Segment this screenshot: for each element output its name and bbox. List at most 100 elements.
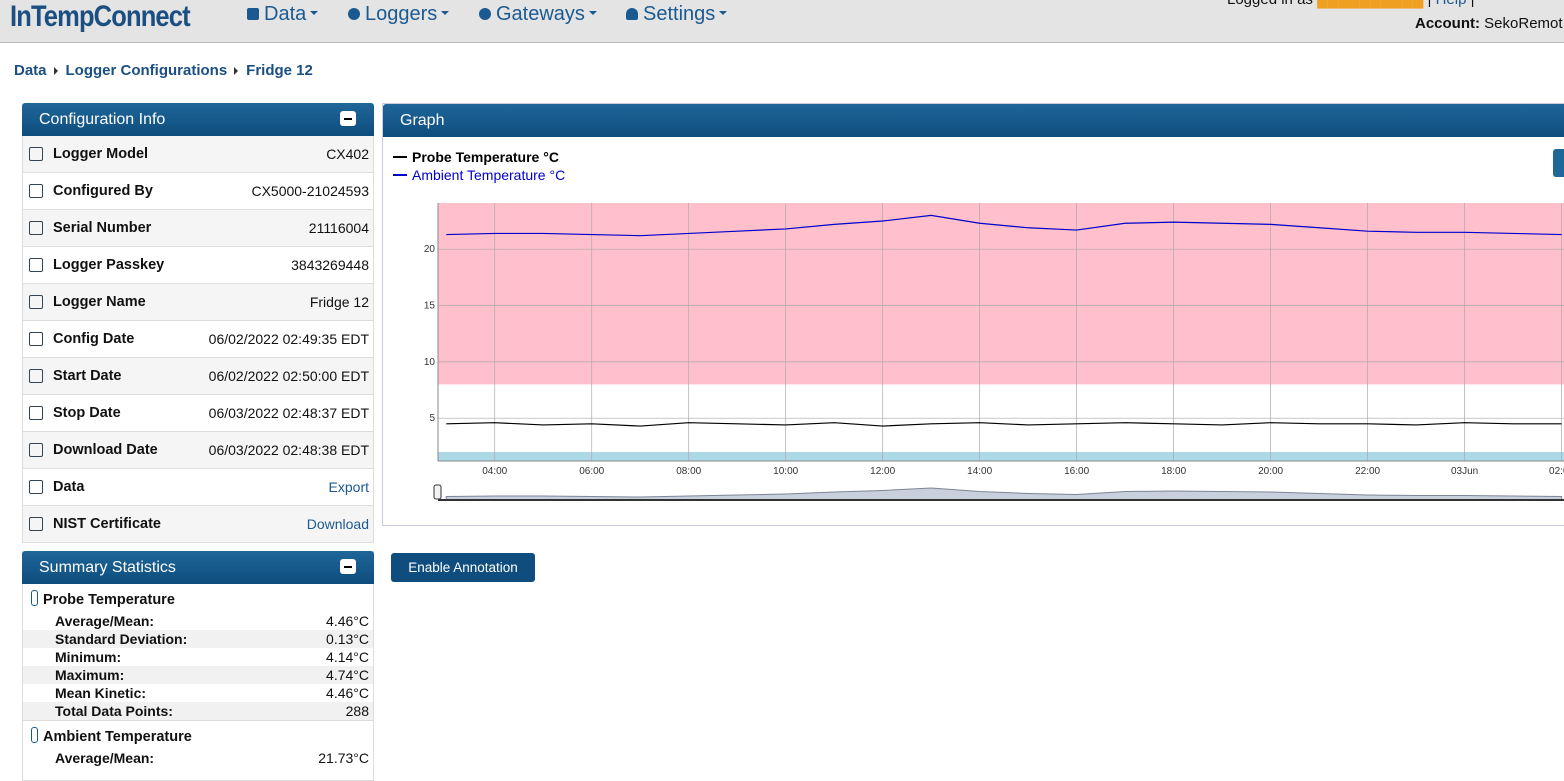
config-value: CX402 (326, 146, 369, 162)
panel-title: Graph (400, 112, 445, 129)
graph-panel: Graph (382, 103, 1564, 526)
stat-row: Standard Deviation: 0.13°C (23, 630, 373, 648)
nav-item[interactable]: Settings (626, 3, 728, 26)
x-tick-label: 02:00 (1549, 466, 1564, 477)
x-tick-label: 14:00 (967, 466, 992, 477)
config-label-wrap: Configured By (29, 183, 153, 199)
config-icon (29, 332, 43, 346)
nav-label: Settings (643, 3, 716, 25)
config-row: Logger Name Fridge 12 (22, 284, 374, 321)
config-value: 3843269448 (291, 257, 369, 273)
y-tick-label: 10 (424, 357, 436, 368)
y-tick-label: 20 (424, 244, 436, 255)
stat-label: Total Data Points: (55, 703, 173, 719)
stat-list: Average/Mean: 4.46°C Standard Deviation: 0.… (23, 612, 373, 720)
help-link[interactable]: Help (1436, 0, 1467, 8)
login-label: Logged in as (1227, 0, 1313, 8)
stat-value: 4.14°C (326, 649, 369, 665)
config-row: Start Date 06/02/2022 02:50:00 EDT (22, 358, 374, 395)
config-row: Data Export (22, 469, 374, 506)
config-rows: Logger Model CX402 Configured By CX5000-210… (22, 136, 374, 543)
x-tick-label: 20:00 (1258, 466, 1283, 477)
stat-row: Minimum: 4.14°C (23, 648, 373, 666)
config-label: Serial Number (53, 220, 152, 236)
nav-item[interactable]: Data (247, 3, 319, 26)
navigator-series (445, 487, 1563, 501)
stat-value: 4.46°C (326, 613, 369, 629)
x-tick-label: 06:00 (579, 466, 604, 477)
collapse-button[interactable] (340, 111, 356, 126)
navigator-handle[interactable] (433, 484, 442, 500)
x-tick-label: 08:00 (676, 466, 701, 477)
nav-label: Gateways (496, 3, 585, 25)
config-label: Configured By (53, 183, 153, 199)
panel-header: Summary Statistics (22, 551, 374, 584)
series-line (446, 422, 1562, 427)
config-row: Config Date 06/02/2022 02:49:35 EDT (22, 321, 374, 358)
stat-value: 4.46°C (326, 685, 369, 701)
config-label: Download Date (53, 442, 158, 458)
config-row: Stop Date 06/03/2022 02:48:37 EDT (22, 395, 374, 432)
nav-item[interactable]: Loggers (348, 3, 450, 26)
x-tick-label: 10:00 (773, 466, 798, 477)
stat-list: Average/Mean: 21.73°C (23, 749, 373, 767)
top-bar: InTempConnect Data Loggers Gateways Sett… (0, 0, 1564, 43)
crumb[interactable]: Fridge 12 (246, 62, 313, 79)
panel-title: Configuration Info (39, 111, 166, 128)
stat-label: Average/Mean: (55, 750, 155, 766)
stat-group-name: Probe Temperature (23, 584, 373, 612)
config-row: Logger Model CX402 (22, 136, 374, 173)
x-tick-label: 12:00 (870, 466, 895, 477)
config-panel: Configuration Info Logger Model CX402 Conf… (22, 103, 374, 543)
config-value: 21116004 (308, 220, 369, 236)
config-label-wrap: Stop Date (29, 405, 121, 421)
config-row: Serial Number 21116004 (22, 210, 374, 247)
stat-value: 288 (345, 703, 369, 719)
nav-item[interactable]: Gateways (479, 3, 597, 26)
nav-label: Loggers (365, 3, 438, 25)
legend-label: Probe Temperature °C (412, 149, 559, 165)
stat-value: 4.74°C (326, 667, 369, 683)
stat-value: 21.73°C (318, 750, 369, 766)
crumb[interactable]: Data (14, 62, 47, 79)
config-value[interactable]: Export (328, 479, 369, 495)
config-label: Stop Date (53, 405, 121, 421)
stat-row: Maximum: 4.74°C (23, 666, 373, 684)
enable-annotation-button[interactable]: Enable Annotation (391, 553, 535, 582)
stat-value: 0.13°C (326, 631, 369, 647)
crumb[interactable]: Logger Configurations (65, 62, 228, 79)
breadcrumb: Data Logger Configurations Fridge 12 (14, 62, 313, 79)
alarm-band (438, 203, 1564, 385)
panel-header: Graph (383, 104, 1564, 137)
config-value[interactable]: Download (306, 516, 369, 532)
config-label: Config Date (53, 331, 135, 347)
stat-label: Minimum: (55, 649, 122, 665)
config-value: 06/02/2022 02:50:00 EDT (208, 368, 369, 384)
legend-label: Ambient Temperature °C (412, 167, 565, 183)
chart-menu-button[interactable] (1553, 149, 1564, 177)
config-label-wrap: Data (29, 479, 84, 495)
config-icon (29, 443, 43, 457)
series-line (446, 214, 1562, 237)
stat-group: Ambient Temperature Average/Mean: 21.73°C (23, 720, 373, 767)
collapse-button[interactable] (340, 559, 356, 574)
config-label-wrap: NIST Certificate (29, 516, 161, 532)
stat-label: Average/Mean: (55, 613, 155, 629)
stat-group: Probe Temperature Average/Mean: 4.46°C Stan… (23, 584, 373, 720)
config-value: 06/03/2022 02:48:37 EDT (208, 405, 369, 421)
config-label-wrap: Download Date (29, 442, 158, 458)
x-tick-label: 03Jun (1451, 466, 1478, 477)
logo[interactable]: InTempConnect (10, 0, 191, 33)
x-tick-label: 16:00 (1064, 466, 1089, 477)
x-tick-label: 04:00 (482, 466, 507, 477)
x-tick-label: 22:00 (1355, 466, 1380, 477)
config-value: CX5000-21024593 (251, 183, 369, 199)
stat-label: Mean Kinetic: (55, 685, 147, 701)
config-icon (29, 258, 43, 272)
config-label-wrap: Logger Model (29, 146, 148, 162)
config-label: Logger Passkey (53, 257, 165, 273)
config-label-wrap: Logger Passkey (29, 257, 164, 273)
config-icon (29, 221, 43, 235)
config-label: Logger Name (53, 294, 146, 310)
